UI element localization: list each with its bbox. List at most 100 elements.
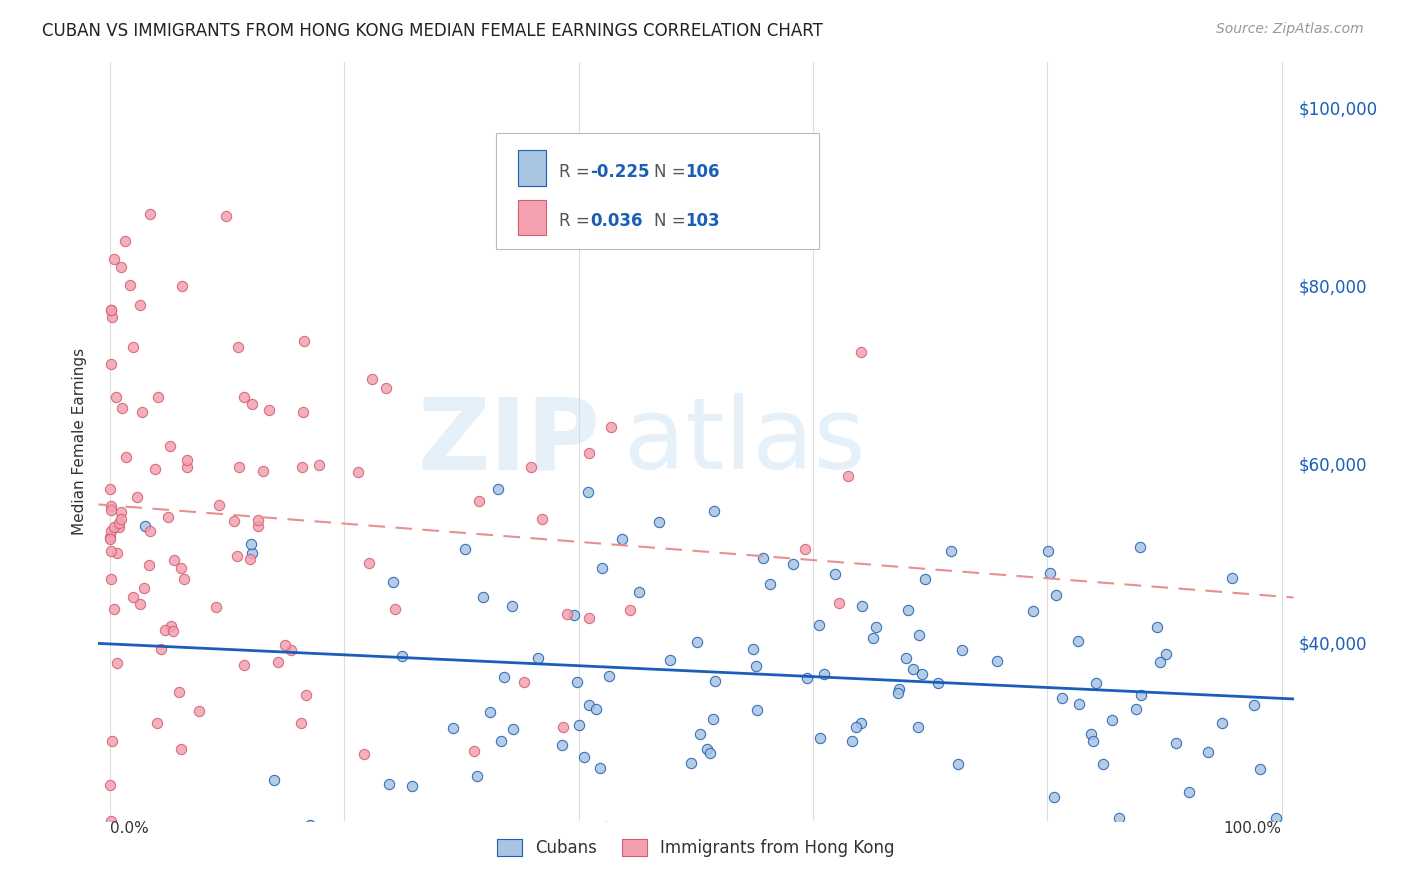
Point xyxy=(118,278,141,293)
Point xyxy=(1129,540,1152,554)
Point xyxy=(599,419,621,434)
Point xyxy=(1038,566,1060,581)
Point xyxy=(1081,734,1104,748)
Point xyxy=(100,502,122,516)
Point xyxy=(578,446,600,460)
Point xyxy=(187,705,209,719)
Point xyxy=(292,334,315,348)
Point xyxy=(263,773,285,788)
Point xyxy=(98,532,121,546)
Point xyxy=(173,572,195,586)
Point xyxy=(758,576,780,591)
Text: ZIP: ZIP xyxy=(418,393,600,490)
Point xyxy=(1154,647,1177,661)
Point xyxy=(824,567,846,582)
Point xyxy=(568,718,591,732)
Point xyxy=(240,546,263,560)
Point xyxy=(696,741,718,756)
Text: 106: 106 xyxy=(686,162,720,180)
Point xyxy=(699,746,721,760)
Point xyxy=(513,675,536,690)
Point xyxy=(146,715,169,730)
Text: R =: R = xyxy=(560,212,595,230)
Point xyxy=(1108,811,1130,825)
Point xyxy=(897,603,920,617)
Point xyxy=(222,514,245,528)
Text: R =: R = xyxy=(560,162,595,180)
Point xyxy=(658,653,681,667)
Point xyxy=(233,390,256,404)
Point xyxy=(295,688,318,702)
Point xyxy=(100,572,122,586)
Point xyxy=(1194,822,1216,837)
Point xyxy=(107,519,129,533)
Point xyxy=(702,712,724,726)
Point xyxy=(1080,727,1102,741)
Text: N =: N = xyxy=(655,162,692,180)
Point xyxy=(849,716,872,731)
Point xyxy=(574,750,596,764)
Point xyxy=(103,252,125,266)
Point xyxy=(1045,588,1067,602)
Point xyxy=(100,543,122,558)
Point xyxy=(110,505,132,519)
Point xyxy=(378,776,401,790)
Point xyxy=(1178,785,1201,799)
Point xyxy=(105,546,128,560)
Text: 100.0%: 100.0% xyxy=(1223,821,1282,836)
Point xyxy=(1050,691,1073,706)
Point xyxy=(565,675,588,690)
Point xyxy=(125,491,148,505)
Point xyxy=(103,520,125,534)
Point xyxy=(159,438,181,452)
Point xyxy=(226,339,249,353)
Point xyxy=(1249,762,1271,776)
Legend: Cubans, Immigrants from Hong Kong: Cubans, Immigrants from Hong Kong xyxy=(489,830,903,865)
Point xyxy=(796,671,818,685)
Point xyxy=(134,519,156,533)
Point xyxy=(160,619,183,633)
Point xyxy=(526,650,548,665)
Text: Source: ZipAtlas.com: Source: ZipAtlas.com xyxy=(1216,22,1364,37)
Point xyxy=(1091,756,1114,771)
Point xyxy=(903,662,925,676)
Point xyxy=(361,372,384,386)
Point xyxy=(104,390,127,404)
Point xyxy=(121,591,143,605)
Point xyxy=(648,515,671,529)
Point xyxy=(908,628,931,642)
Point xyxy=(134,581,156,595)
Point xyxy=(170,741,193,756)
Point xyxy=(1101,714,1123,728)
Point xyxy=(862,631,884,645)
Point xyxy=(103,601,125,615)
Point xyxy=(1043,789,1066,804)
Point xyxy=(290,715,312,730)
Point xyxy=(1130,689,1153,703)
Point xyxy=(391,648,413,663)
Point xyxy=(215,209,238,223)
Point xyxy=(742,641,765,656)
Point xyxy=(108,516,131,531)
Text: N =: N = xyxy=(655,212,692,230)
Point xyxy=(845,720,868,734)
Point xyxy=(240,397,263,411)
Point xyxy=(894,651,917,665)
Point xyxy=(100,302,122,317)
Point xyxy=(489,733,512,747)
Point xyxy=(595,820,617,834)
Point xyxy=(1022,604,1045,618)
Point xyxy=(233,657,256,672)
Point xyxy=(530,512,553,526)
Point xyxy=(226,549,249,563)
Text: 0.036: 0.036 xyxy=(591,212,643,230)
Point xyxy=(555,607,578,621)
Point xyxy=(562,607,585,622)
Point xyxy=(1085,676,1108,690)
Point xyxy=(907,720,929,734)
Point xyxy=(1164,736,1187,750)
Point xyxy=(247,513,270,527)
Point xyxy=(610,532,633,546)
Point xyxy=(1069,697,1091,711)
Point xyxy=(486,482,509,496)
